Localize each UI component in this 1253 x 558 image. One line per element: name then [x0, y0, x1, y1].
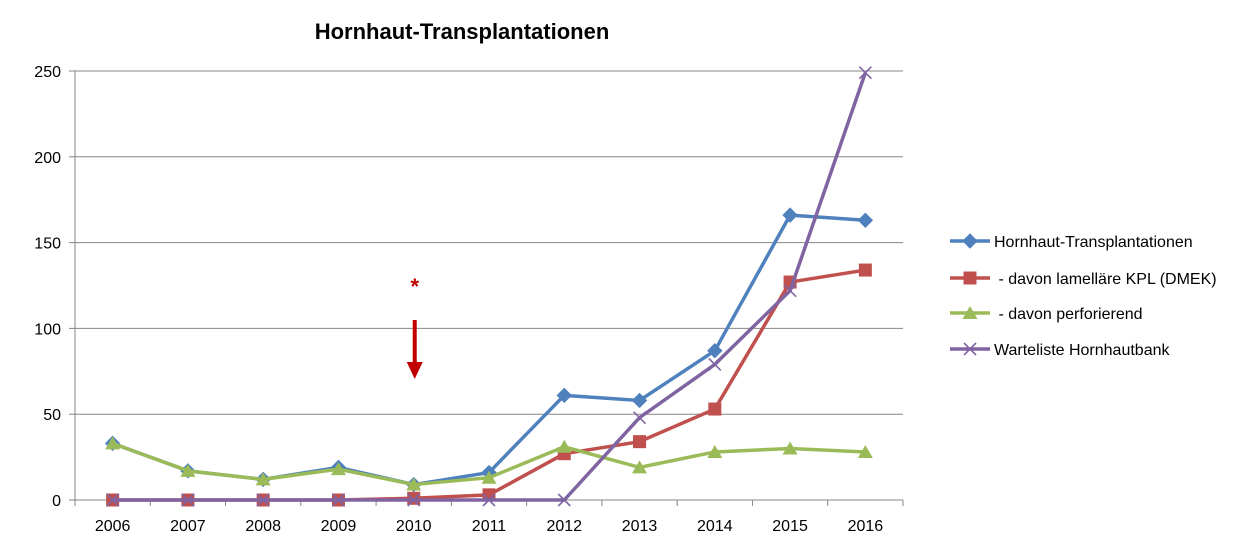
legend-label: - davon lamelläre KPL (DMEK): [994, 271, 1217, 288]
data-point: [707, 343, 723, 359]
legend-item-3: - davon perforierend: [950, 306, 1143, 323]
x-marker-stroke: [256, 493, 270, 507]
y-tick-label: 150: [34, 236, 61, 253]
x-tick-label: 2008: [245, 518, 281, 535]
data-point: [255, 472, 271, 486]
legend: Hornhaut-Transplantationen - davon lamel…: [950, 233, 1217, 359]
data-point: [632, 411, 647, 425]
x-axis-ticks: 2006 2007 2008 2009 2010 2011 2012 2013 2014 2015…: [95, 518, 883, 535]
x-tick-label: 2013: [622, 518, 658, 535]
data-point: [708, 357, 722, 372]
data-point: [858, 263, 872, 277]
x-marker-stroke: [331, 493, 346, 507]
legend-marker: [962, 306, 978, 319]
data-point: [556, 439, 572, 453]
x-tick-label: 2007: [170, 518, 206, 535]
data-point: [783, 284, 797, 298]
data-point: [557, 493, 571, 507]
x-marker-stroke: [708, 357, 722, 372]
data-point: [857, 212, 874, 228]
y-tick-label: 100: [34, 321, 61, 338]
x-marker-stroke: [557, 493, 571, 507]
data-point: [633, 435, 647, 449]
chart-title: Hornhaut-Transplantationen: [315, 19, 610, 44]
data-point: [407, 493, 421, 507]
data-point: [406, 477, 422, 491]
legend-marker: [963, 271, 977, 285]
legend-item-1: Hornhaut-Transplantationen: [950, 233, 1193, 251]
data-point: [631, 392, 648, 409]
x-marker-stroke: [632, 411, 647, 425]
data-point: [707, 444, 723, 458]
data-point: [105, 436, 121, 450]
legend-marker: [963, 342, 977, 356]
legend-item-2: - davon lamelläre KPL (DMEK): [950, 271, 1217, 288]
annotation-asterisk: *: [410, 274, 419, 299]
data-point: [632, 460, 648, 474]
grid-lines: [75, 70, 903, 415]
data-point: [857, 444, 873, 458]
x-marker-stroke: [181, 493, 195, 507]
data-point: [331, 493, 346, 507]
y-tick-label: 0: [52, 493, 61, 510]
legend-marker: [962, 233, 978, 249]
data-point: [556, 387, 572, 404]
data-point: [708, 402, 722, 416]
x-marker-stroke: [482, 493, 496, 507]
legend-label: Hornhaut-Transplantationen: [994, 234, 1193, 251]
annotation: *: [406, 274, 423, 379]
series-4: [106, 66, 872, 507]
x-tick-label: 2015: [772, 518, 808, 535]
data-point: [330, 462, 346, 476]
data-point: [482, 488, 496, 502]
x-tick-label: 2009: [321, 518, 357, 535]
x-tick-label: 2011: [472, 518, 507, 535]
legend-label: Warteliste Hornhautbank: [994, 342, 1170, 359]
data-point: [782, 441, 798, 455]
series-3: [105, 436, 873, 491]
y-tick-label: 200: [34, 150, 61, 167]
data-point: [106, 493, 120, 507]
series-line: [112, 213, 866, 487]
y-tick-label: 50: [43, 407, 61, 424]
data-point: [256, 493, 270, 507]
axes: [69, 70, 904, 506]
x-marker-stroke: [106, 493, 120, 507]
data-point: [481, 470, 497, 484]
x-marker-stroke: [783, 284, 797, 298]
data-point: [482, 493, 496, 507]
x-marker-stroke: [963, 342, 977, 356]
data-point: [180, 463, 196, 477]
y-axis-ticks: 0 50 100 150 200 250: [34, 64, 61, 510]
y-tick-label: 250: [34, 64, 61, 81]
series-group: [104, 66, 874, 507]
data-point: [858, 66, 872, 80]
legend-item-4: Warteliste Hornhautbank: [950, 342, 1170, 359]
x-tick-label: 2014: [697, 518, 733, 535]
x-tick-label: 2012: [546, 518, 582, 535]
x-marker-stroke: [407, 493, 421, 507]
x-tick-label: 2010: [396, 518, 432, 535]
data-point: [782, 207, 798, 223]
arrow-head: [406, 362, 423, 379]
x-tick-label: 2016: [848, 518, 884, 535]
x-marker-stroke: [858, 66, 872, 80]
legend-label: - davon perforierend: [994, 306, 1143, 323]
x-tick-label: 2006: [95, 518, 131, 535]
data-point: [181, 493, 195, 507]
